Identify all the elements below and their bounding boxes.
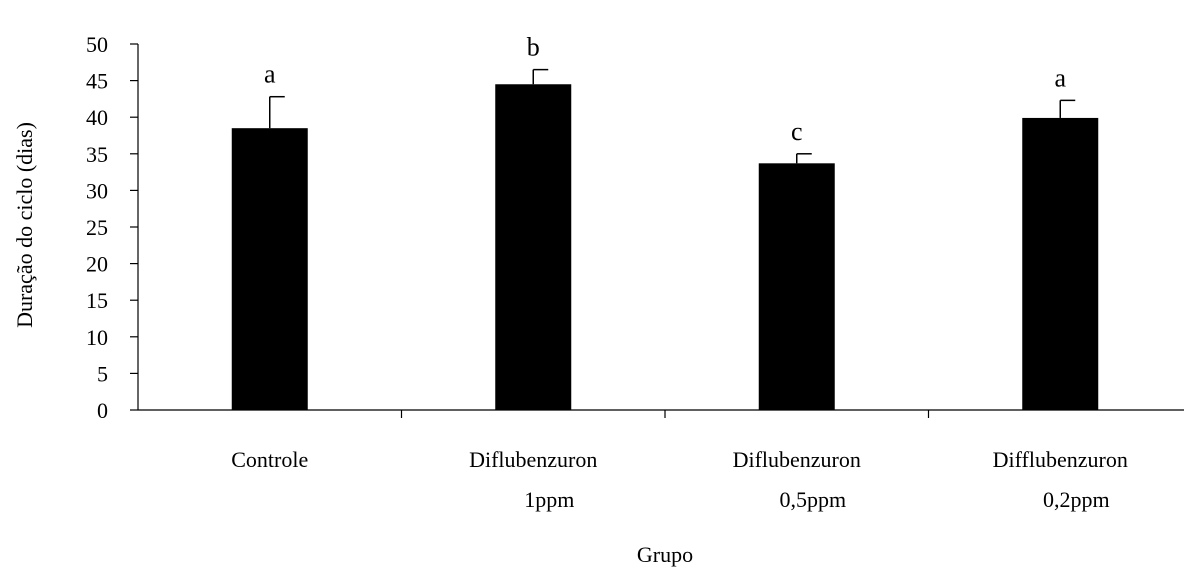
bar [495, 84, 572, 410]
y-tick-label: 0 [97, 398, 108, 423]
x-category-label: Controle [231, 447, 308, 472]
x-category-label: Diflubenzuron [469, 447, 597, 472]
plot-area: 0 5 10 15 20 25 30 35 40 45 50 a Controle b Diflubenzu… [86, 32, 1128, 512]
significance-label: a [1054, 63, 1066, 92]
y-tick-label: 35 [86, 142, 108, 167]
y-tick-label: 45 [86, 69, 108, 94]
x-category-label: 0,2ppm [1043, 487, 1110, 512]
y-tick-label: 15 [86, 288, 108, 313]
significance-label: a [264, 60, 276, 89]
y-tick-label: 20 [86, 252, 108, 277]
x-category-label: Diflubenzuron [733, 447, 861, 472]
significance-label: b [527, 33, 540, 62]
y-tick-label: 40 [86, 105, 108, 130]
bar [231, 128, 308, 410]
bar [1022, 117, 1099, 410]
y-tick-label: 5 [97, 361, 108, 386]
y-tick-label: 10 [86, 325, 108, 350]
x-category-label: 1ppm [524, 487, 574, 512]
x-category-label: 0,5ppm [779, 487, 846, 512]
bar [758, 163, 835, 410]
y-tick-label: 25 [86, 215, 108, 240]
y-tick-label: 50 [86, 32, 108, 57]
x-category-label: Difflubenzuron [993, 447, 1128, 472]
y-axis-title: Duração do ciclo (dias) [12, 122, 37, 328]
x-axis-title: Grupo [637, 542, 693, 567]
y-tick-label: 30 [86, 178, 108, 203]
significance-label: c [791, 117, 803, 146]
